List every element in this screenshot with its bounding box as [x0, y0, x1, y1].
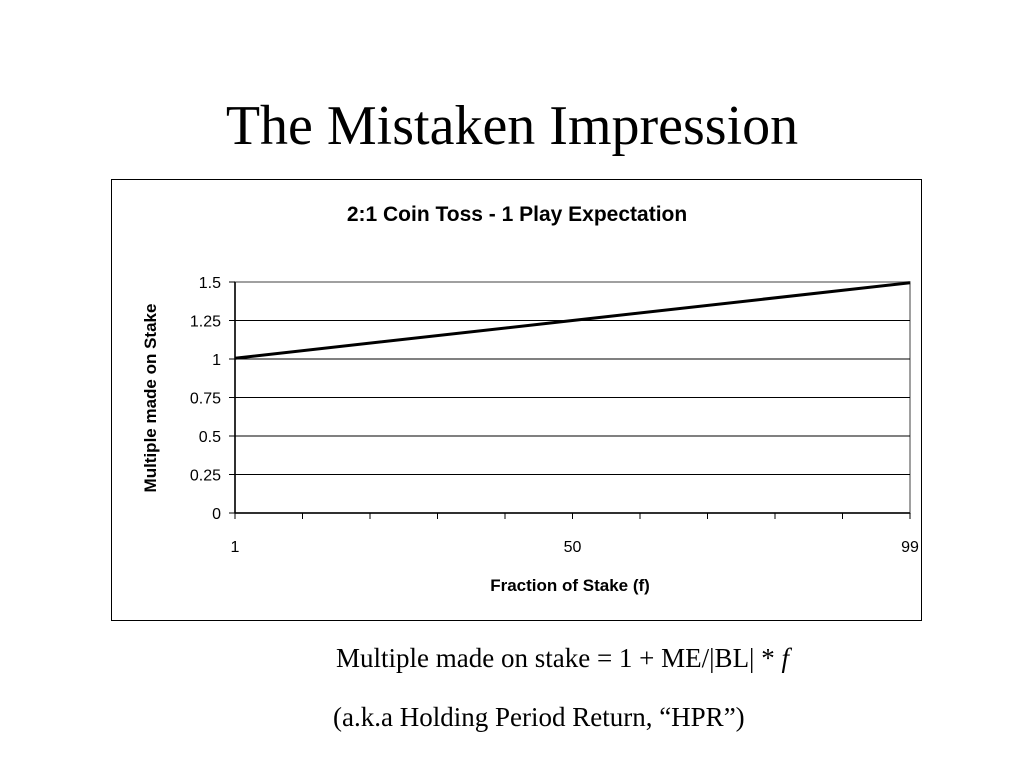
- chart-title: 2:1 Coin Toss - 1 Play Expectation: [347, 203, 687, 226]
- formula: Multiple made on stake = 1 + ME/|BL| * f: [336, 643, 789, 674]
- series-line: [234, 281, 911, 360]
- chart-svg: 2:1 Coin Toss - 1 Play Expectation 0 0.25…: [141, 203, 919, 595]
- chart-frame: 2:1 Coin Toss - 1 Play Expectation 0 0.25…: [111, 179, 922, 621]
- y-tick-label: 0.25: [190, 468, 221, 485]
- x-tick-label: 50: [564, 539, 582, 556]
- x-tick-label: 1: [231, 539, 240, 556]
- y-tick-label: 0: [212, 506, 221, 523]
- y-axis-label: Multiple made on Stake: [141, 304, 160, 493]
- hpr-note: (a.k.a Holding Period Return, “HPR”): [333, 702, 745, 732]
- y-tick-label: 1.5: [199, 275, 221, 292]
- slide-title: The Mistaken Impression: [225, 95, 799, 157]
- y-tick-label: 1: [212, 352, 221, 369]
- y-tick-label: 0.5: [199, 429, 221, 446]
- formula-variable: f: [781, 643, 789, 673]
- x-axis-label: Fraction of Stake (f): [490, 576, 650, 595]
- formula-text: Multiple made on stake = 1 + ME/|BL| *: [336, 643, 782, 673]
- x-tick-label: 99: [901, 539, 919, 556]
- y-tick-label: 1.25: [190, 314, 221, 331]
- y-tick-label: 0.75: [190, 391, 221, 408]
